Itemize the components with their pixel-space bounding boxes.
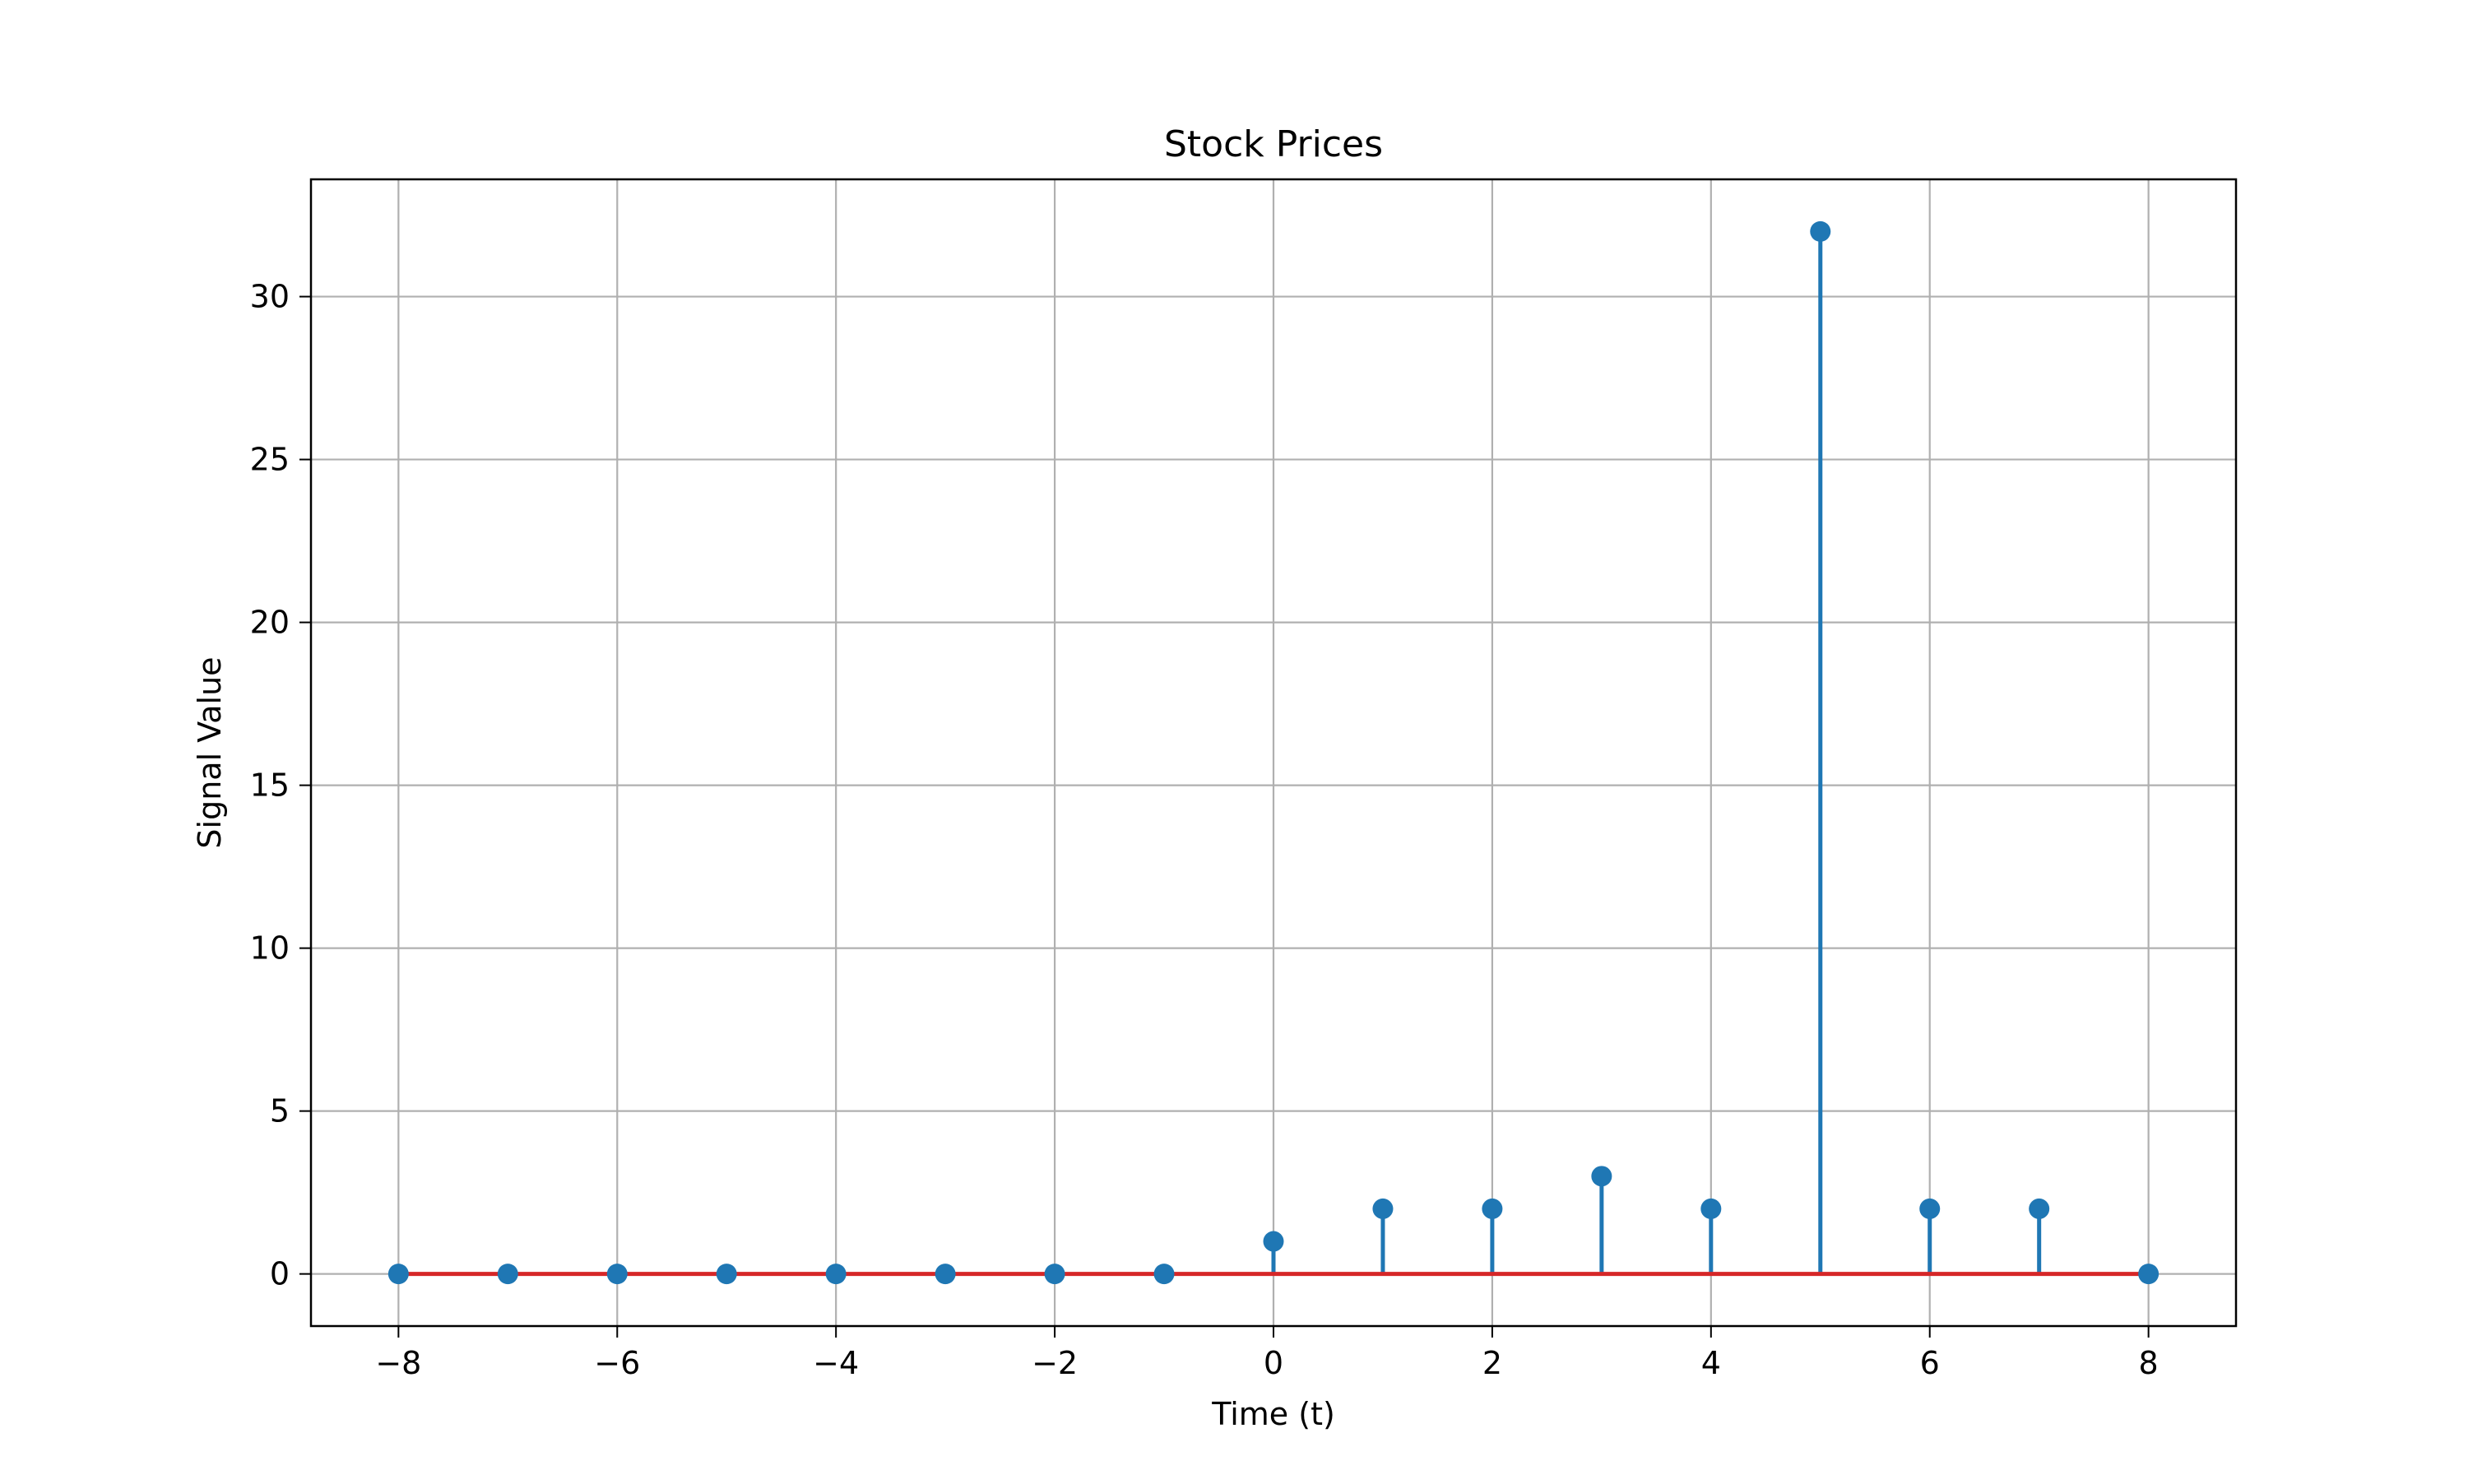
data-point [497, 1264, 518, 1285]
y-tick-label: 10 [250, 930, 290, 967]
data-point [825, 1264, 847, 1285]
stems-layer [1271, 231, 2042, 1274]
markers-layer [387, 220, 2160, 1285]
data-point [606, 1264, 628, 1285]
data-point [1591, 1166, 1612, 1187]
data-point [1263, 1231, 1284, 1252]
data-point [2138, 1264, 2160, 1285]
y-tick-label: 25 [250, 442, 290, 478]
data-point [1372, 1198, 1394, 1219]
x-tick-label: 6 [1920, 1345, 1940, 1381]
data-point [1482, 1198, 1503, 1219]
x-tick-label: 8 [2139, 1345, 2159, 1381]
y-tick-label: 30 [250, 279, 290, 315]
x-axis-label: Time (t) [1211, 1396, 1335, 1432]
data-point [1700, 1198, 1722, 1219]
data-point [387, 1264, 409, 1285]
x-tick-label: 0 [1264, 1345, 1283, 1381]
y-axis-ticks: 0 5 10 15 20 25 30 [250, 279, 311, 1292]
x-tick-label: −8 [375, 1345, 421, 1381]
x-tick-label: 2 [1482, 1345, 1502, 1381]
x-tick-label: −4 [813, 1345, 859, 1381]
y-axis-label: Signal Value [192, 656, 228, 848]
x-tick-label: −2 [1032, 1345, 1078, 1381]
y-tick-label: 20 [250, 605, 290, 641]
data-point [1153, 1264, 1175, 1285]
grid-layer [311, 179, 2236, 1326]
data-point [1044, 1264, 1065, 1285]
data-point [935, 1264, 956, 1285]
data-point [1919, 1198, 1941, 1219]
chart-title: Stock Prices [1164, 123, 1383, 165]
data-point [1810, 220, 1831, 242]
x-axis-ticks: −8 −6 −4 −2 0 2 4 6 8 [375, 1326, 2159, 1381]
y-tick-label: 0 [270, 1256, 290, 1292]
data-point [716, 1264, 737, 1285]
data-point [2029, 1198, 2050, 1219]
x-tick-label: −6 [594, 1345, 640, 1381]
y-tick-label: 5 [270, 1093, 290, 1129]
y-tick-label: 15 [250, 768, 290, 804]
x-tick-label: 4 [1701, 1345, 1721, 1381]
